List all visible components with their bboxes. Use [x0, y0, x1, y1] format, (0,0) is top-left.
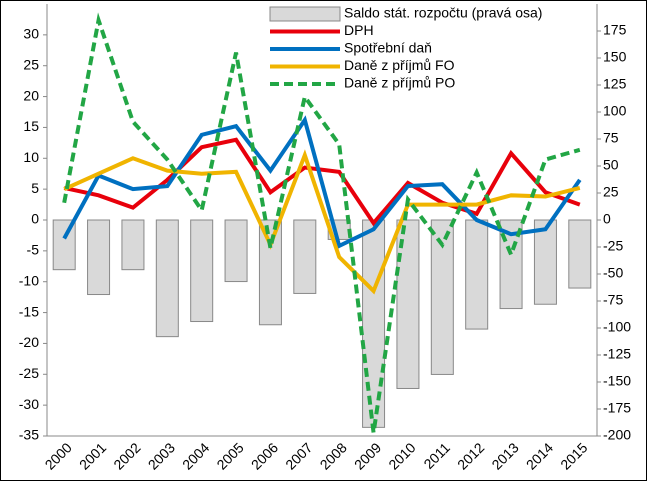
y-tick-label: 0 [31, 211, 39, 227]
x-tick-label: 2015 [557, 439, 590, 472]
bar [465, 219, 489, 330]
y2-tick-label: -150 [603, 373, 631, 389]
bar [224, 219, 248, 283]
x-tick-label: 2010 [385, 439, 418, 472]
x-tick-label: 2002 [110, 439, 143, 472]
y-tick-label: -25 [19, 365, 39, 381]
y2-tick-label: 175 [603, 22, 627, 38]
y2-tick-label: -125 [603, 346, 631, 362]
y-tick-label: 20 [23, 87, 39, 103]
y2-tick-label: -25 [603, 238, 623, 254]
bar [293, 219, 317, 294]
x-tick-label: 2006 [248, 439, 281, 472]
bar [396, 219, 420, 389]
legend-label: DPH [344, 22, 374, 38]
bar [430, 219, 454, 375]
y-tick-label: -15 [19, 303, 39, 319]
y-tick-label: 10 [23, 149, 39, 165]
bar [121, 219, 145, 271]
x-tick-label: 2009 [351, 439, 384, 472]
x-tick-label: 2003 [145, 439, 178, 472]
x-tick-label: 2007 [282, 439, 315, 472]
x-tick-label: 2004 [179, 439, 212, 472]
y-tick-label: -20 [19, 334, 39, 350]
y-tick-label: 15 [23, 118, 39, 134]
line [62, 12, 581, 434]
legend-label: Spotřební daň [344, 40, 432, 56]
y-tick-label: 25 [23, 56, 39, 72]
y2-tick-label: 0 [603, 211, 611, 227]
line [63, 137, 581, 227]
y-tick-label: -35 [19, 427, 39, 443]
bar [568, 219, 592, 289]
y-tick-label: -30 [19, 396, 39, 412]
legend-label: Saldo stát. rozpočtu (pravá osa) [344, 5, 542, 21]
x-tick-label: 2001 [76, 439, 109, 472]
y2-tick-label: 75 [603, 130, 619, 146]
y-tick-label: -5 [27, 242, 40, 258]
bar [533, 219, 557, 305]
legend-label: Daně z příjmů PO [344, 75, 455, 91]
y-tick-label: 5 [31, 180, 39, 196]
x-tick-label: 2005 [213, 439, 246, 472]
y2-tick-label: 100 [603, 103, 627, 119]
bar [190, 219, 214, 323]
y-tick-label: 30 [23, 26, 39, 42]
y-tick-label: -10 [19, 272, 39, 288]
x-tick-label: 2013 [488, 439, 521, 472]
y2-tick-label: 25 [603, 184, 619, 200]
legend-swatch [269, 6, 341, 22]
bar [87, 219, 111, 296]
x-tick-label: 2000 [42, 439, 75, 472]
y2-tick-label: -75 [603, 292, 623, 308]
y2-tick-label: -200 [603, 427, 631, 443]
bar [155, 219, 179, 338]
x-tick-label: 2008 [317, 439, 350, 472]
x-tick-label: 2011 [420, 439, 453, 472]
bar [362, 219, 386, 428]
x-tick-label: 2012 [454, 439, 487, 472]
y2-tick-label: 50 [603, 157, 619, 173]
x-tick-label: 2014 [523, 439, 556, 472]
legend-label: Daně z příjmů FO [344, 57, 455, 73]
y2-tick-label: -50 [603, 265, 623, 281]
y2-tick-label: 125 [603, 76, 627, 92]
y2-tick-label: -100 [603, 319, 631, 335]
line [63, 149, 581, 295]
y2-tick-label: 150 [603, 49, 627, 65]
line [62, 115, 582, 249]
bar [258, 219, 282, 326]
y2-tick-label: -175 [603, 400, 631, 416]
